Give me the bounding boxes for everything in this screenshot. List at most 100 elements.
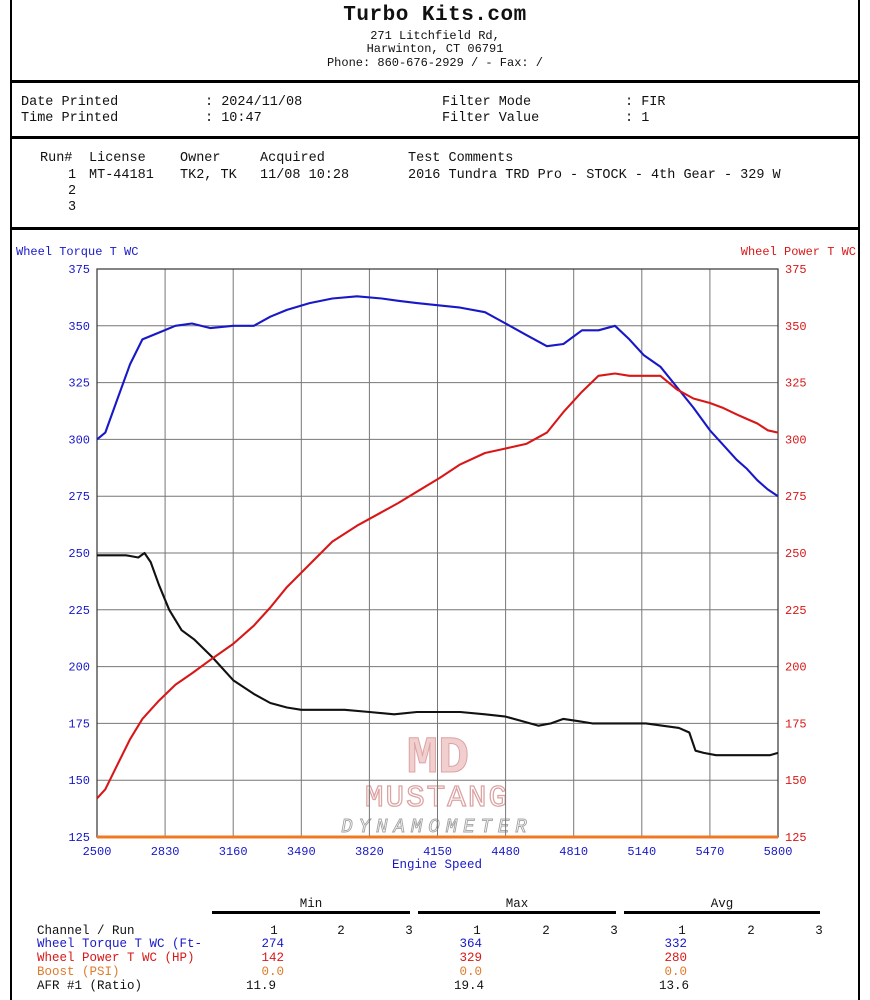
x-tick-label: 3160 xyxy=(219,845,248,859)
summary-row-label: AFR #1 (Ratio) xyxy=(37,979,143,993)
right-y-tick-label: 125 xyxy=(785,831,807,845)
run-acquired: 11/08 10:28 xyxy=(260,168,350,183)
frame-left-border xyxy=(10,0,12,1000)
frame-right-border xyxy=(858,0,860,1000)
left-y-tick-label: 325 xyxy=(68,377,90,391)
run-column-header: 1 xyxy=(678,924,686,938)
summary-table: Min Max Avg Channel / Run 1 2 3 1 2 3 1 … xyxy=(0,890,870,1000)
min-group-label: Min xyxy=(299,897,323,911)
run-column-header: 1 xyxy=(270,924,278,938)
right-y-tick-label: 275 xyxy=(785,490,807,504)
logo-name: MUSTANG xyxy=(365,781,509,816)
x-tick-label: 5140 xyxy=(627,845,656,859)
summary-min-value: 142 xyxy=(261,951,284,965)
summary-avg-value: 0.0 xyxy=(664,965,687,979)
run-column-header: 2 xyxy=(337,924,345,938)
left-y-tick-label: 200 xyxy=(68,661,90,675)
power-series-line xyxy=(96,372,779,800)
right-y-tick-label: 300 xyxy=(785,433,807,447)
time-label: Time Printed xyxy=(21,111,119,126)
filter-value-label: Filter Value xyxy=(442,111,540,126)
x-tick-label: 3490 xyxy=(287,845,316,859)
max-group-line xyxy=(418,911,616,914)
left-y-tick-label: 125 xyxy=(68,831,90,845)
run-column-header: 3 xyxy=(405,924,413,938)
x-tick-label: 4480 xyxy=(491,845,520,859)
right-y-tick-label: 200 xyxy=(785,661,807,675)
left-y-tick-label: 225 xyxy=(68,604,90,618)
run-number: 3 xyxy=(68,200,77,215)
runs-header-comments: Test Comments xyxy=(408,151,514,166)
run-owner: TK2, TK xyxy=(180,168,237,183)
address-line-2: Harwinton, CT 06791 xyxy=(366,42,504,56)
time-value: : 10:47 xyxy=(205,111,262,126)
summary-avg-value: 332 xyxy=(664,937,687,951)
left-axis-title: Wheel Torque T WC xyxy=(16,245,138,259)
avg-group-line xyxy=(624,911,820,914)
x-tick-label: 2500 xyxy=(83,845,112,859)
x-tick-label: 5470 xyxy=(695,845,724,859)
run-comments: 2016 Tundra TRD Pro - STOCK - 4th Gear -… xyxy=(408,168,781,183)
right-y-tick-label: 325 xyxy=(785,377,807,391)
left-y-tick-label: 350 xyxy=(68,320,90,334)
left-y-tick-label: 250 xyxy=(68,547,90,561)
run-column-header: 3 xyxy=(610,924,618,938)
summary-min-value: 274 xyxy=(261,937,284,951)
left-y-tick-label: 375 xyxy=(68,263,90,277)
summary-avg-value: 13.6 xyxy=(658,979,689,993)
x-tick-label: 4150 xyxy=(423,845,452,859)
summary-min-value: 0.0 xyxy=(261,965,284,979)
address-line-1: 271 Litchfield Rd, xyxy=(370,29,500,43)
summary-max-value: 364 xyxy=(459,937,482,951)
avg-group-label: Avg xyxy=(710,897,734,911)
runs-header-license: License xyxy=(89,151,146,166)
info-divider xyxy=(10,136,860,139)
right-y-tick-label: 250 xyxy=(785,547,807,561)
run-column-header: 1 xyxy=(473,924,481,938)
left-y-tick-label: 300 xyxy=(68,433,90,447)
summary-min-value: 11.9 xyxy=(245,979,276,993)
left-y-tick-label: 275 xyxy=(68,490,90,504)
right-y-tick-label: 375 xyxy=(785,263,807,277)
summary-max-value: 0.0 xyxy=(459,965,482,979)
run-column-header: 2 xyxy=(747,924,755,938)
right-axis-title: Wheel Power T WC xyxy=(741,245,856,259)
runs-header-run: Run# xyxy=(40,151,73,166)
summary-row-label: Wheel Power T WC (HP) xyxy=(37,951,195,965)
date-value: : 2024/11/08 xyxy=(205,95,303,110)
right-y-tick-label: 175 xyxy=(785,717,807,731)
phone-line: Phone: 860-676-2929 / - Fax: / xyxy=(326,56,544,70)
right-y-tick-label: 150 xyxy=(785,774,807,788)
right-y-tick-label: 350 xyxy=(785,320,807,334)
summary-row-label: Boost (PSI) xyxy=(37,965,120,979)
runs-divider xyxy=(10,227,860,230)
summary-avg-value: 280 xyxy=(664,951,687,965)
filter-mode-label: Filter Mode xyxy=(442,95,532,110)
x-tick-label: 3820 xyxy=(355,845,384,859)
x-tick-label: 2830 xyxy=(151,845,180,859)
dyno-chart: MD MUSTANG DYNAMOMETER 2500 2830 3160 3490 3… xyxy=(16,245,856,872)
afr-series-line xyxy=(97,551,779,757)
channel-run-header: Channel / Run xyxy=(37,924,135,938)
x-tick-label: 4810 xyxy=(559,845,588,859)
left-y-tick-label: 150 xyxy=(68,774,90,788)
left-y-tick-label: 175 xyxy=(68,717,90,731)
runs-header-acquired: Acquired xyxy=(260,151,325,166)
summary-max-value: 329 xyxy=(459,951,482,965)
x-tick-label: 5800 xyxy=(764,845,793,859)
torque-series-line xyxy=(96,295,779,498)
filter-value-value: : 1 xyxy=(625,111,650,126)
run-number: 2 xyxy=(68,184,77,199)
run-number: 1 xyxy=(68,168,77,183)
date-label: Date Printed xyxy=(21,95,119,110)
summary-max-value: 19.4 xyxy=(453,979,484,993)
x-axis-title: Engine Speed xyxy=(392,858,482,872)
summary-row-label: Wheel Torque T WC (Ft- xyxy=(37,937,203,951)
logo-subtitle: DYNAMOMETER xyxy=(341,816,532,838)
min-group-line xyxy=(212,911,410,914)
run-column-header: 3 xyxy=(815,924,823,938)
max-group-label: Max xyxy=(505,897,529,911)
run-license: MT-44181 xyxy=(89,168,154,183)
right-y-tick-label: 225 xyxy=(785,604,807,618)
company-title: Turbo Kits.com xyxy=(343,4,527,27)
